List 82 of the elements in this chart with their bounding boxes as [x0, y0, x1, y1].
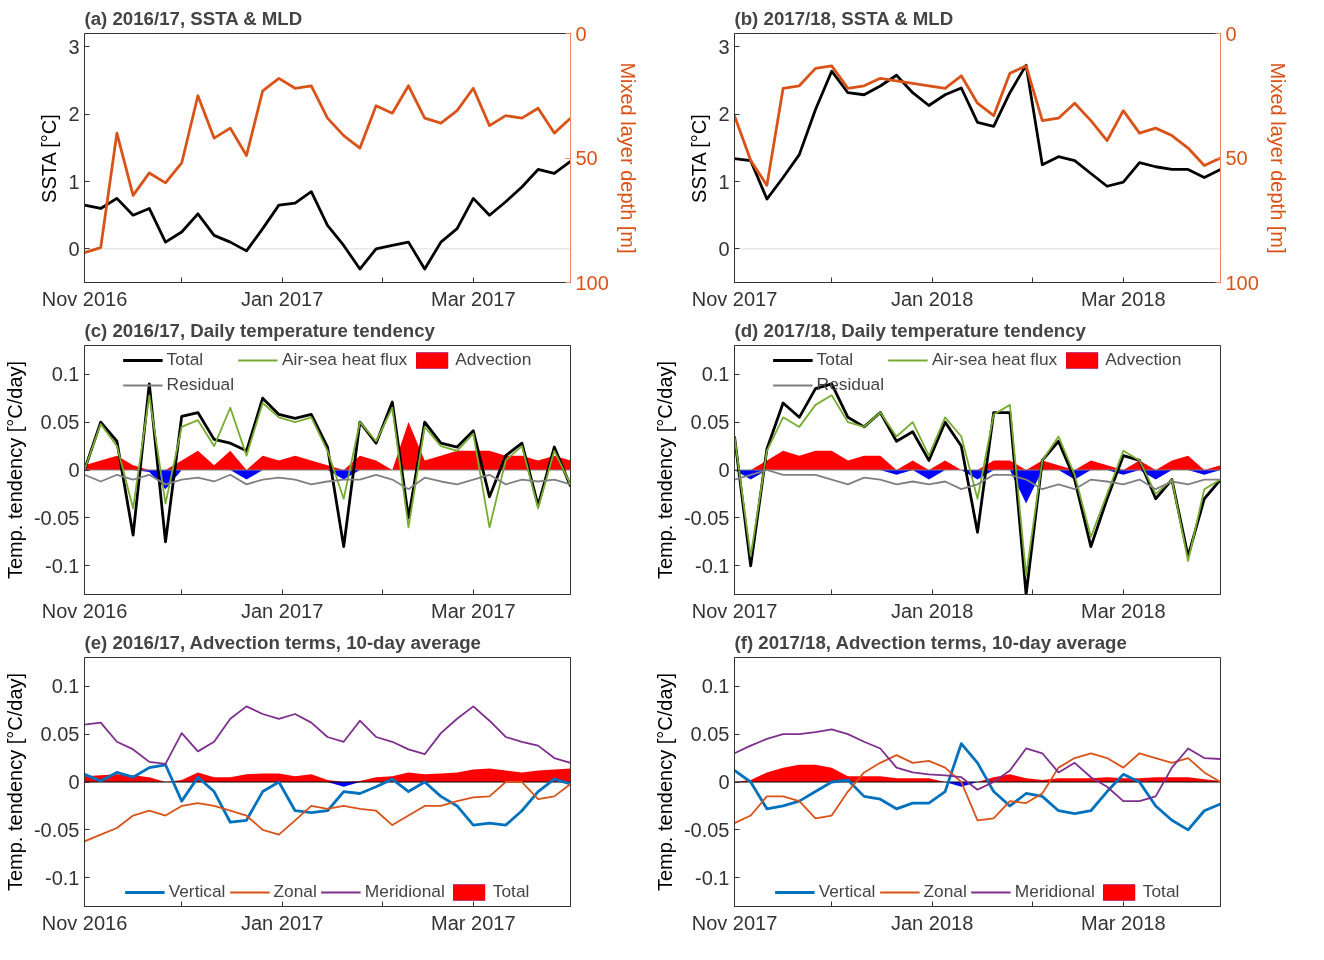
y-tick-label: 0.1	[701, 675, 730, 698]
y-tick-label: 2	[718, 103, 730, 126]
y-tick-label: 2	[68, 103, 80, 126]
y2-tick-label: 0	[1225, 22, 1237, 45]
x-tick-label: Mar 2018	[1081, 911, 1166, 934]
x-tick-label: Jan 2018	[890, 599, 974, 622]
y2-tick-label: 0	[575, 22, 587, 45]
chart-title: (e) 2016/17, Advection terms, 10-day average	[84, 631, 481, 653]
x-tick-label: Jan 2017	[240, 599, 324, 622]
y-tick-label: 0.05	[690, 723, 730, 746]
x-tick-label: Mar 2017	[431, 911, 516, 934]
legend-label: Air-sea heat flux	[282, 349, 408, 370]
legend-label: Meridional	[364, 881, 445, 902]
y-axis-title: Temp. tendency [°C/day]	[3, 672, 26, 892]
x-tick-label: Nov 2017	[691, 287, 778, 310]
x-tick-label: Jan 2018	[890, 287, 974, 310]
y2-axis-title: Mixed layer depth [m]	[1266, 62, 1289, 254]
legend-label: Total	[166, 349, 204, 370]
legend-label: Total	[816, 349, 854, 370]
y2-axis-title: Mixed layer depth [m]	[616, 62, 639, 254]
y2-tick-label: 50	[575, 147, 598, 169]
x-tick-label: Nov 2016	[41, 287, 128, 310]
y-axis-title: Temp. tendency [°C/day]	[653, 672, 676, 892]
legend-label: Vertical	[168, 881, 226, 902]
y-tick-label: 3	[718, 35, 730, 58]
y-tick-label: 0	[68, 237, 80, 260]
y2-tick-label: 100	[575, 271, 609, 294]
legend-label: Meridional	[1014, 881, 1095, 902]
x-tick-label: Jan 2017	[240, 911, 324, 934]
y-tick-label: 0.05	[40, 411, 80, 434]
chart-title: (f) 2017/18, Advection terms, 10-day average	[734, 631, 1127, 653]
legend-label: Total	[492, 881, 530, 902]
x-tick-label: Jan 2017	[240, 287, 324, 310]
legend-label: Advection	[455, 349, 532, 370]
y-tick-label: 0	[68, 459, 80, 481]
legend-label: Vertical	[818, 881, 876, 902]
y-axis-title: SSTA [°C]	[38, 114, 61, 203]
x-tick-label: Nov 2016	[41, 599, 128, 622]
x-tick-label: Mar 2018	[1081, 287, 1166, 310]
legend-label: Zonal	[923, 881, 967, 902]
x-tick-label: Mar 2018	[1081, 599, 1166, 622]
y-tick-label: -0.1	[695, 554, 730, 577]
legend-label: Residual	[166, 374, 235, 395]
x-tick-label: Nov 2017	[691, 911, 778, 934]
y-tick-label: 0.1	[701, 363, 730, 386]
y-tick-label: -0.05	[683, 506, 730, 529]
y-tick-label: -0.05	[33, 818, 80, 841]
y-tick-label: 0	[68, 771, 80, 793]
legend-label: Residual	[816, 374, 885, 395]
y-tick-label: -0.1	[45, 554, 80, 577]
y-tick-label: -0.05	[33, 506, 80, 529]
chart-title: (c) 2016/17, Daily temperature tendency	[84, 319, 436, 341]
y-tick-label: 3	[68, 35, 80, 58]
y-tick-label: 0	[718, 771, 730, 793]
y-tick-label: 0.1	[51, 363, 80, 386]
chart-title: (d) 2017/18, Daily temperature tendency	[734, 319, 1087, 341]
legend-label: Advection	[1105, 349, 1182, 370]
y-tick-label: -0.05	[683, 818, 730, 841]
y-axis-title: Temp. tendency [°C/day]	[3, 360, 26, 580]
y-tick-label: 0.05	[690, 411, 730, 434]
y-axis-title: SSTA [°C]	[688, 114, 711, 203]
y-tick-label: 0.1	[51, 675, 80, 698]
x-tick-label: Mar 2017	[431, 599, 516, 622]
y-axis-title: Temp. tendency [°C/day]	[653, 360, 676, 580]
y-tick-label: 0	[718, 459, 730, 481]
y2-tick-label: 100	[1225, 271, 1259, 294]
y-tick-label: 1	[68, 170, 80, 193]
y-tick-label: 1	[718, 170, 730, 193]
legend-label: Total	[1142, 881, 1180, 902]
y-tick-label: 0.05	[40, 723, 80, 746]
y-tick-label: -0.1	[45, 866, 80, 889]
y-tick-label: 0	[718, 237, 730, 260]
x-tick-label: Nov 2017	[691, 599, 778, 622]
chart-title: (a) 2016/17, SSTA & MLD	[84, 7, 303, 29]
legend-label: Air-sea heat flux	[932, 349, 1058, 370]
x-tick-label: Mar 2017	[431, 287, 516, 310]
x-tick-label: Jan 2018	[890, 911, 974, 934]
y2-tick-label: 50	[1225, 147, 1248, 169]
legend-label: Zonal	[273, 881, 317, 902]
x-tick-label: Nov 2016	[41, 911, 128, 934]
chart-title: (b) 2017/18, SSTA & MLD	[734, 7, 954, 29]
y-tick-label: -0.1	[695, 866, 730, 889]
